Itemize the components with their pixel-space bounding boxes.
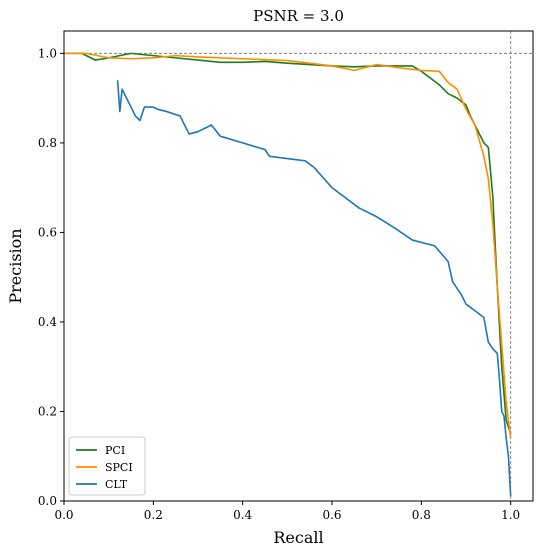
x-tick-label: 0.4 [233,508,252,522]
y-tick-label: 0.8 [38,136,57,150]
y-tick-label: 0.0 [38,494,57,508]
legend-label-spci: SPCI [105,461,133,474]
series-line-clt [116,80,512,497]
legend-label-pci: PCI [105,444,125,457]
y-axis-label: Precision [6,228,25,303]
x-tick-label: 1.0 [501,508,520,522]
chart-title: PSNR = 3.0 [253,7,344,25]
x-axis-label: Recall [273,528,323,547]
reference-lines [64,31,533,501]
legend-box [68,436,146,496]
plot-frame [63,30,534,502]
legend: PCI SPCI CLT [68,436,146,496]
y-tick-label: 0.6 [38,225,57,239]
legend-label-clt: CLT [105,478,128,491]
series-layer [64,52,512,497]
x-axis-ticks: 0.0 0.2 0.4 0.6 0.8 1.0 [54,501,520,522]
x-tick-label: 0.0 [54,508,73,522]
x-tick-label: 0.8 [412,508,431,522]
y-tick-label: 1.0 [38,46,57,60]
y-tick-label: 0.4 [38,315,57,329]
x-tick-label: 0.6 [322,508,341,522]
x-tick-label: 0.2 [144,508,163,522]
y-tick-label: 0.2 [38,404,57,418]
y-axis-ticks: 0.0 0.2 0.4 0.6 0.8 1.0 [38,46,64,508]
series-line-pci [64,52,512,435]
series-line-spci [64,52,512,439]
